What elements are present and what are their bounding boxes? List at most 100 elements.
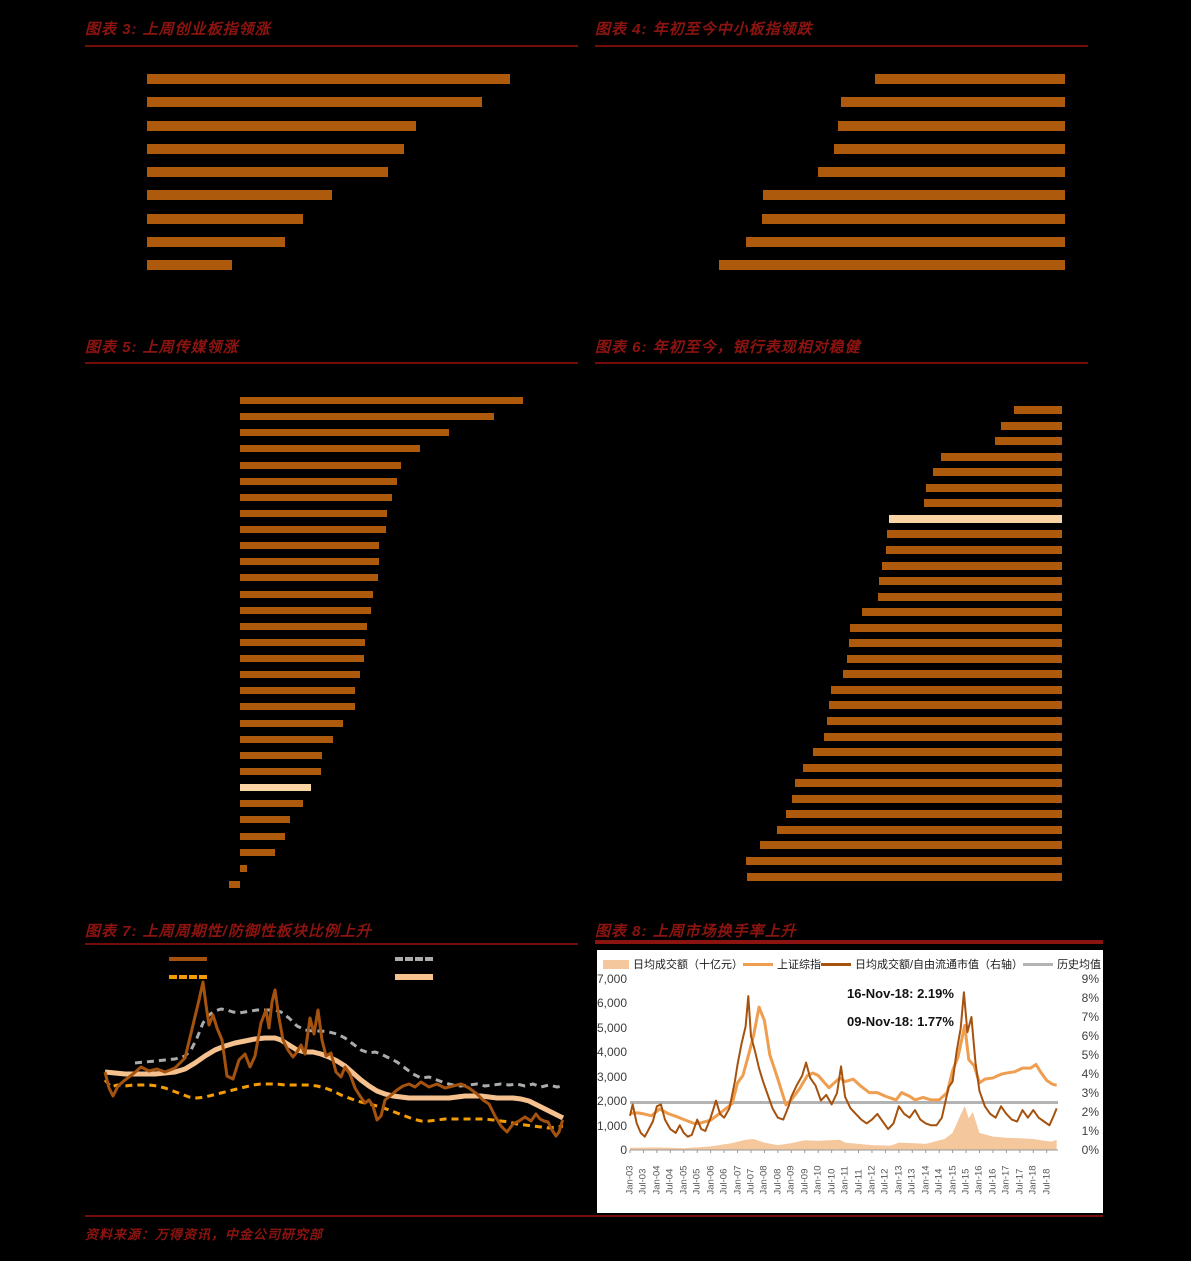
x-tick-label: Jul-04 [664, 1168, 676, 1195]
bar [240, 574, 378, 582]
x-tick-label: Jan-10 [812, 1165, 824, 1195]
bar [240, 622, 367, 630]
bar [933, 468, 1062, 477]
x-tick-label: Jan-15 [947, 1165, 959, 1195]
x-tick-label: Jul-16 [987, 1168, 999, 1195]
bar [240, 477, 397, 485]
bar [240, 509, 387, 517]
bar [240, 671, 360, 679]
bar [926, 483, 1062, 492]
y-right-label: 6% [1081, 1029, 1099, 1043]
fig8-line-chart-panel: 日均成交额（十亿元） 上证综指 日均成交额/自由流通市值（右轴） 历史均值 7,000 6… [597, 950, 1103, 1213]
bar [887, 530, 1062, 539]
x-tick-label: Jan-14 [920, 1165, 932, 1195]
x-tick-label: Jul-14 [933, 1168, 945, 1195]
bar [240, 719, 343, 727]
fig7-title: 图表 7: 上周周期性/防御性板块比例上升 [85, 923, 372, 940]
bar [147, 236, 285, 247]
y-right-label: 7% [1081, 1010, 1099, 1024]
x-tick-label: Jul-18 [1041, 1168, 1053, 1195]
bar [147, 74, 510, 84]
bar [147, 97, 482, 108]
bar [719, 260, 1065, 270]
fig8-legend-label: 日均成交额（十亿元） [633, 959, 743, 971]
bar [875, 74, 1065, 84]
bar [760, 841, 1062, 850]
x-tick-label: Jan-05 [678, 1165, 690, 1195]
bar [818, 167, 1065, 177]
series-line-gray-dashed [134, 1007, 564, 1089]
y-right-label: 8% [1081, 991, 1099, 1005]
bar [147, 120, 416, 131]
bar-highlight [240, 784, 311, 792]
y-left-label: 7,000 [597, 972, 628, 986]
fig8-legend-item: 上证综指 [743, 956, 821, 972]
y-left-label: 3,000 [597, 1069, 628, 1084]
bar [841, 97, 1065, 108]
bar [746, 856, 1062, 865]
x-tick-label: Jul-17 [1014, 1168, 1026, 1195]
x-tick-label: Jan-04 [651, 1165, 663, 1195]
x-tick-label: Jul-07 [745, 1168, 757, 1195]
bar [240, 864, 247, 872]
y-left-label: 5,000 [597, 1020, 628, 1035]
bar [834, 143, 1065, 154]
fig8-plot-svg [629, 991, 1058, 1153]
y-right-label: 3% [1081, 1086, 1099, 1100]
series-line-amber-dashed [103, 1079, 564, 1130]
x-tick-label: Jul-15 [960, 1168, 972, 1195]
bar [746, 236, 1065, 247]
bar [829, 701, 1062, 710]
x-tick-label: Jan-18 [1027, 1165, 1039, 1195]
footer-source: 资料来源：万得资讯，中金公司研究部 [85, 1227, 324, 1242]
fig8-title: 图表 8: 上周市场换手率上升 [595, 923, 797, 940]
fig7-legend-swatch-amber-dashed [169, 975, 207, 979]
bar [240, 848, 275, 856]
line-swatch-icon [743, 962, 773, 966]
fig7-title-rule [85, 943, 578, 945]
y-right-label: 1% [1081, 1124, 1099, 1138]
bar [240, 429, 449, 437]
bar [240, 687, 355, 695]
x-tick-label: Jan-06 [705, 1165, 717, 1195]
bar [240, 542, 379, 550]
x-tick-label: Jan-17 [1000, 1165, 1012, 1195]
footer-rule [85, 1215, 1103, 1217]
bar [995, 437, 1062, 446]
bar [240, 461, 401, 469]
fig8-legend-label: 上证综指 [777, 959, 821, 971]
bar [847, 654, 1062, 663]
bar [879, 577, 1062, 586]
bar [843, 670, 1062, 679]
x-tick-label: Jul-13 [906, 1168, 918, 1195]
bar [803, 763, 1062, 772]
bar [762, 213, 1065, 224]
fig7-plot-svg [103, 980, 565, 1138]
fig8-legend-item: 日均成交额/自由流通市值（右轴） [821, 956, 1023, 972]
bar [824, 732, 1062, 741]
x-tick-label: Jan-11 [839, 1166, 851, 1195]
series-line-shanghai-composite [629, 1005, 1058, 1126]
y-left-label: 4,000 [597, 1045, 628, 1060]
x-tick-label: Jul-08 [772, 1168, 784, 1195]
bar [240, 767, 321, 775]
bar [147, 167, 388, 177]
x-tick-label: Jul-10 [826, 1168, 838, 1195]
y-right-label: 0% [1081, 1143, 1099, 1157]
bar [147, 260, 232, 270]
bar [240, 445, 420, 453]
bar [941, 452, 1062, 461]
y-right-label: 4% [1081, 1067, 1099, 1081]
y-right-label: 9% [1081, 972, 1099, 986]
bar [795, 779, 1062, 788]
bar [147, 190, 332, 201]
x-tick-label: Jan-09 [785, 1165, 797, 1195]
bar [240, 606, 371, 614]
fig5-title-rule [85, 362, 578, 364]
bar [838, 120, 1065, 131]
fig8-legend-item: 日均成交额（十亿元） [603, 956, 743, 972]
fig7-line-chart [85, 950, 575, 1155]
x-tick-label: Jan-13 [893, 1165, 905, 1195]
bar [850, 623, 1062, 632]
bar [229, 880, 240, 888]
